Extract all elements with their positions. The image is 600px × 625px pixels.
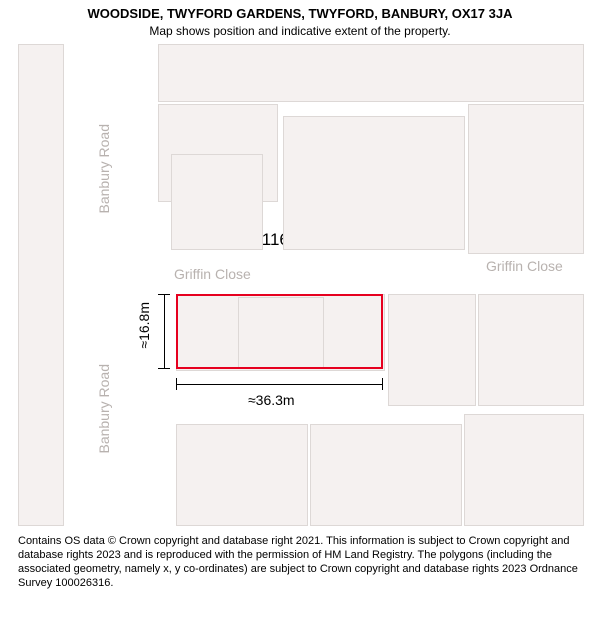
dim-height-line xyxy=(164,294,165,369)
property-outline xyxy=(176,294,383,369)
dim-height-tick-bot xyxy=(158,368,170,369)
building-1 xyxy=(158,44,584,102)
page: WOODSIDE, TWYFORD GARDENS, TWYFORD, BANB… xyxy=(0,0,600,625)
dim-width-tick-l xyxy=(176,378,177,390)
map-canvas: ≈469m²/≈0.116ac. WOODSIDE ≈16.8m ≈36.3m … xyxy=(18,44,582,524)
road-label-1: Banbury Road xyxy=(96,364,112,454)
building-0 xyxy=(18,44,64,526)
building-11 xyxy=(310,424,462,526)
footer-text: Contains OS data © Crown copyright and d… xyxy=(18,534,582,590)
road-label-2: Griffin Close xyxy=(174,266,251,282)
building-9 xyxy=(478,294,584,406)
dim-width-tick-r xyxy=(382,378,383,390)
building-10 xyxy=(176,424,308,526)
dim-height-tick-top xyxy=(158,294,170,295)
building-3 xyxy=(171,154,263,250)
road-label-0: Banbury Road xyxy=(96,124,112,214)
building-12 xyxy=(464,414,584,526)
dim-width-line xyxy=(176,384,383,385)
building-8 xyxy=(388,294,476,406)
dim-height-label: ≈16.8m xyxy=(136,302,152,349)
dim-width-label: ≈36.3m xyxy=(248,392,295,408)
page-title: WOODSIDE, TWYFORD GARDENS, TWYFORD, BANB… xyxy=(0,6,600,21)
building-4 xyxy=(283,116,465,250)
building-5 xyxy=(468,104,584,254)
road-label-3: Griffin Close xyxy=(486,258,563,274)
page-subtitle: Map shows position and indicative extent… xyxy=(0,24,600,38)
